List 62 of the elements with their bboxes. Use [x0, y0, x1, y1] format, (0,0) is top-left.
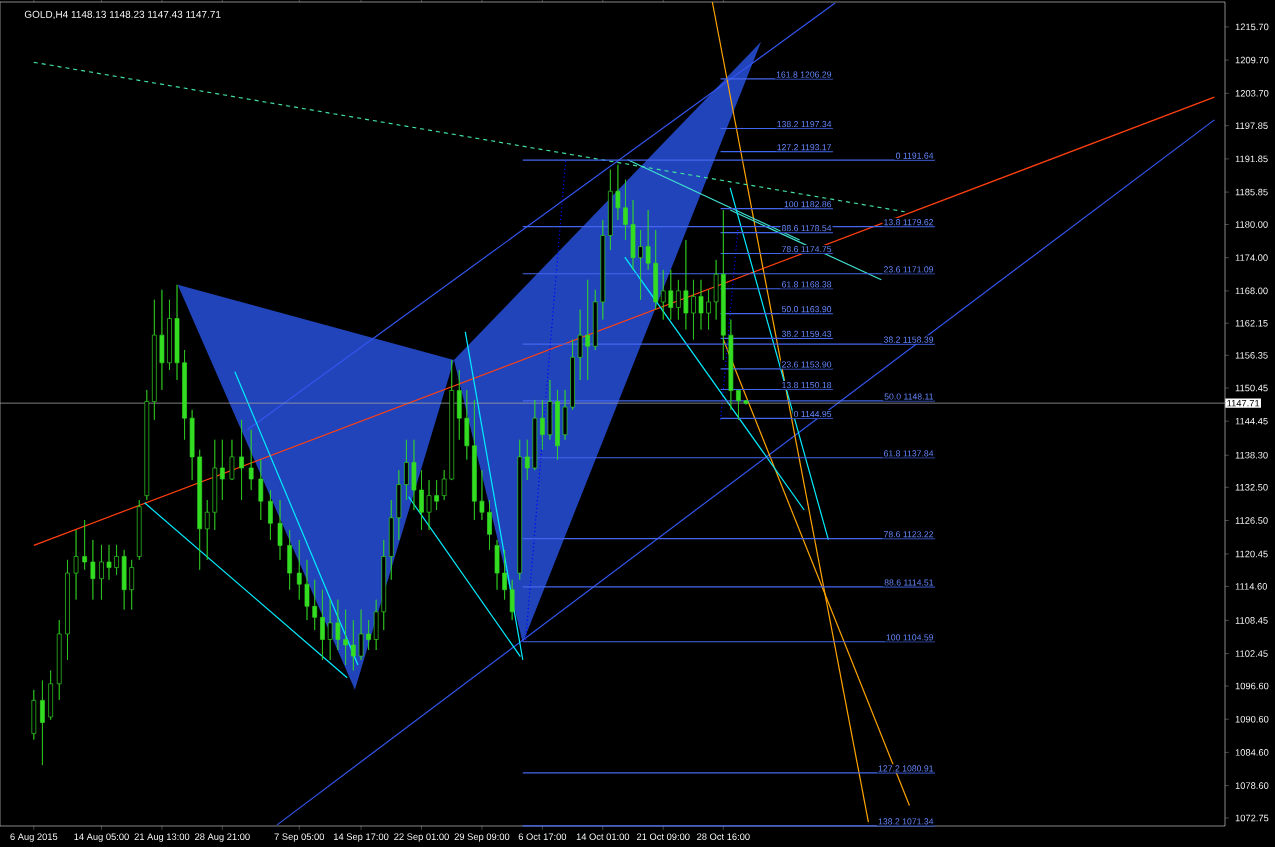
annotation: 78.6 1123.22: [884, 531, 934, 538]
y-tick-label: 1191.85: [1235, 155, 1268, 163]
annotation: 61.8 1137.84: [884, 450, 934, 457]
annotation: 13.8 1179.62: [884, 219, 934, 226]
x-tick-label: 21 Oct 09:00: [636, 833, 690, 840]
annotation: 38.2 1159.43: [781, 330, 832, 337]
y-tick-label: 1168.00: [1235, 287, 1268, 295]
y-tick-label: 1185.85: [1235, 188, 1268, 196]
annotation: 161.8 1206.29: [776, 71, 832, 78]
y-tick-label: 1120.45: [1235, 550, 1268, 558]
y-tick-label: 1215.70: [1235, 23, 1269, 31]
annotation: 13.8 1150.18: [782, 382, 832, 389]
annotation: 88.6 1114.51: [884, 579, 934, 586]
y-tick-label: 1102.45: [1235, 650, 1268, 657]
y-tick-label: 1174.00: [1235, 254, 1268, 261]
x-tick-label: 29 Sep 09:00: [454, 833, 510, 842]
y-tick-label: 1180.00: [1235, 221, 1268, 228]
annotation: 78.6 1174.75: [782, 246, 832, 253]
annotation: 38.2 1158.39: [883, 336, 934, 343]
y-tick-label: 1078.60: [1235, 782, 1269, 789]
x-tick-label: 28 Oct 16:00: [697, 833, 750, 840]
y-tick-label: 1144.45: [1235, 417, 1268, 425]
annotation: 0 1191.64: [895, 152, 934, 159]
x-tick-label: 28 Aug 21:00: [195, 833, 250, 842]
annotation: 61.8 1168.38: [782, 281, 832, 288]
y-tick-label: 1126.50: [1235, 517, 1268, 524]
x-tick-label: 6 Oct 17:00: [518, 833, 567, 840]
y-tick-label: 1084.60: [1235, 749, 1269, 756]
ref-line-label: 1147.71: [1227, 399, 1260, 407]
annotation: 88.6 1178.54: [781, 225, 832, 232]
x-tick-label: 14 Sep 17:00: [334, 833, 389, 842]
y-tick-label: 1203.70: [1235, 90, 1269, 97]
annotation: 0 1144.95: [793, 410, 832, 418]
y-tick-label: 1197.85: [1235, 122, 1268, 129]
annotation: 100 1182.86: [784, 201, 832, 208]
x-tick-label: 6 Aug 2015: [10, 833, 58, 842]
y-tick-label: 1096.60: [1235, 682, 1269, 690]
annotation: 100 1104.59: [886, 634, 934, 641]
y-tick-label: 1156.35: [1235, 352, 1268, 359]
annotation: 138.2 1071.34: [878, 818, 934, 825]
y-tick-label: 1072.75: [1235, 814, 1269, 822]
x-tick-label: 14 Aug 05:00: [74, 833, 129, 842]
x-tick-label: 7 Sep 05:00: [274, 833, 325, 842]
text: GOLD,H4 1148.13 1148.23 1147.43 1147.71: [24, 10, 221, 20]
annotation: 127.2 1193.17: [777, 144, 832, 151]
annotation: 127.2 1080.91: [878, 765, 934, 772]
y-tick-label: 1138.30: [1235, 451, 1268, 459]
y-tick-label: 1132.50: [1235, 484, 1268, 491]
y-tick-label: 1150.45: [1235, 384, 1268, 392]
annotation: 138.2 1197.34: [777, 121, 832, 128]
x-tick-label: 14 Oct 01:00: [576, 833, 630, 840]
annotation: 50.0 1148.11: [884, 393, 934, 400]
y-tick-label: 1108.45: [1235, 617, 1268, 624]
y-tick-label: 1114.60: [1235, 583, 1268, 590]
y-tick-label: 1209.70: [1235, 56, 1269, 64]
x-tick-label: 22 Sep 01:00: [394, 833, 449, 842]
annotation: 50.0 1163.90: [781, 306, 832, 313]
y-tick-label: 1162.15: [1235, 319, 1268, 327]
y-tick-label: 1090.60: [1235, 715, 1269, 723]
annotation: 23.6 1153.90: [782, 361, 832, 368]
annotation: 23.6 1171.09: [884, 266, 934, 273]
x-tick-label: 21 Aug 13:00: [134, 833, 190, 842]
